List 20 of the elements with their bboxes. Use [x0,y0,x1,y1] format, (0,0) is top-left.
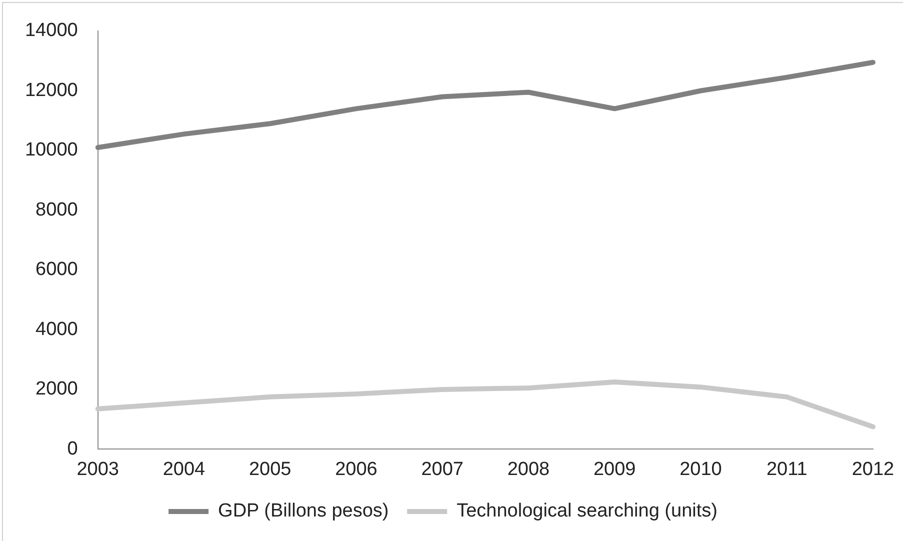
x-tick-label: 2010 [680,458,722,480]
x-tick-label: 2007 [421,458,464,480]
y-tick-label: 14000 [24,20,78,42]
x-tick-label: 2008 [507,458,550,480]
y-tick-label: 4000 [36,318,78,340]
x-tick-label: 2003 [76,458,119,480]
x-tick-label: 2004 [162,458,206,480]
x-tick-label: 2005 [248,458,292,480]
x-tick-label: 2012 [852,458,894,480]
y-tick-label: 6000 [36,259,78,280]
y-tick-label: 2000 [36,378,78,400]
y-tick-label: 12000 [24,80,78,101]
x-tick-label: 2009 [593,458,636,480]
x-tick-label: 2006 [335,458,378,480]
y-tick-label: 10000 [24,140,78,161]
legend-label: Technological searching (units) [456,500,718,522]
legend-label: GDP (Billons pesos) [218,500,389,522]
y-tick-label: 0 [67,438,78,460]
x-tick-label: 2011 [766,458,808,480]
y-tick-label: 8000 [36,199,78,220]
